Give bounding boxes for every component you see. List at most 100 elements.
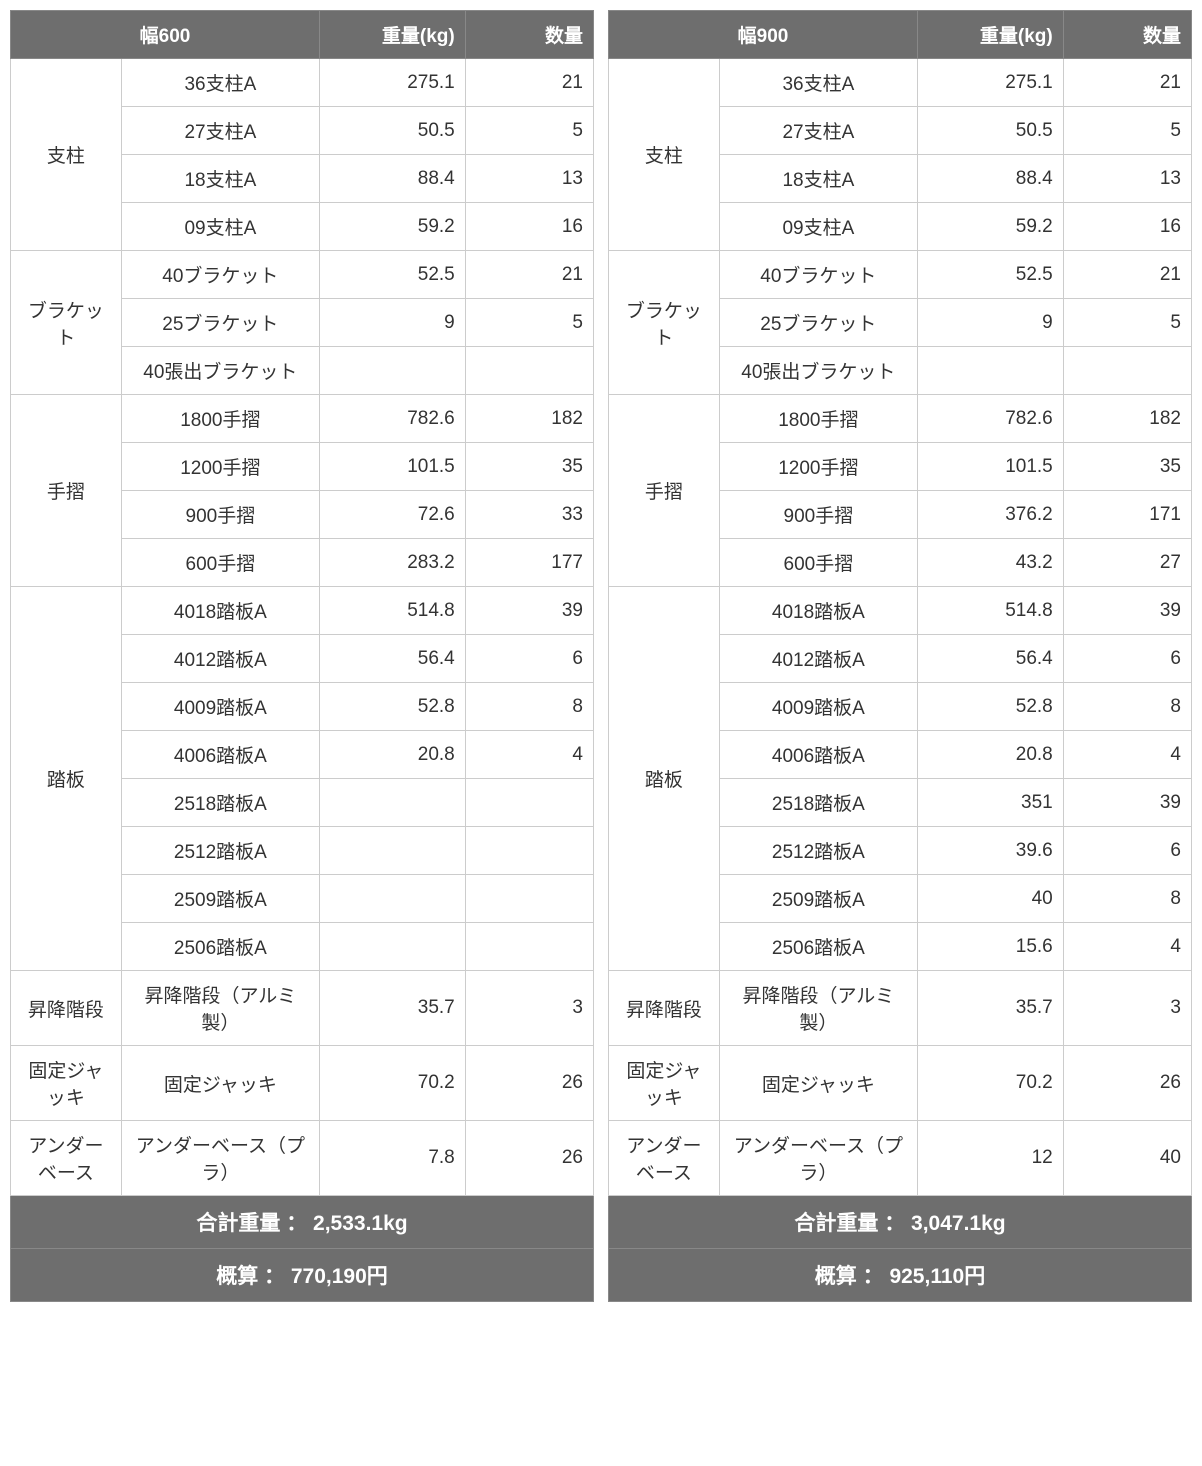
qty-cell: 5 <box>465 299 593 347</box>
item-name-cell: 1200手摺 <box>719 443 917 491</box>
item-name-cell: 2518踏板A <box>121 779 319 827</box>
qty-cell: 39 <box>1063 779 1191 827</box>
weight-cell: 283.2 <box>319 539 465 587</box>
weight-cell: 514.8 <box>319 587 465 635</box>
item-name-cell: 昇降階段（アルミ製） <box>121 971 319 1046</box>
category-cell: 支柱 <box>11 59 122 251</box>
item-name-cell: 25ブラケット <box>121 299 319 347</box>
item-name-cell: アンダーベース（プラ） <box>719 1121 917 1196</box>
item-name-cell: 2512踏板A <box>121 827 319 875</box>
item-name-cell: 2518踏板A <box>719 779 917 827</box>
category-cell: 踏板 <box>609 587 720 971</box>
estimate-value: 925,110円 <box>889 1265 985 1288</box>
qty-cell: 5 <box>1063 107 1191 155</box>
weight-cell: 12 <box>917 1121 1063 1196</box>
item-name-cell: 1800手摺 <box>719 395 917 443</box>
qty-cell: 40 <box>1063 1121 1191 1196</box>
weight-cell <box>917 347 1063 395</box>
qty-cell: 21 <box>1063 59 1191 107</box>
qty-cell: 21 <box>465 59 593 107</box>
item-name-cell: 09支柱A <box>719 203 917 251</box>
qty-cell <box>465 875 593 923</box>
weight-cell: 70.2 <box>917 1046 1063 1121</box>
category-cell: 踏板 <box>11 587 122 971</box>
item-name-cell: 固定ジャッキ <box>121 1046 319 1121</box>
qty-cell: 4 <box>1063 923 1191 971</box>
item-name-cell: 09支柱A <box>121 203 319 251</box>
item-name-cell: 4012踏板A <box>121 635 319 683</box>
weight-cell: 9 <box>319 299 465 347</box>
weight-cell: 35.7 <box>319 971 465 1046</box>
item-name-cell: 40張出ブラケット <box>121 347 319 395</box>
qty-cell: 6 <box>1063 635 1191 683</box>
table-row: ブラケット40ブラケット52.521 <box>11 251 594 299</box>
table-row: 支柱36支柱A275.121 <box>609 59 1192 107</box>
item-name-cell: 27支柱A <box>121 107 319 155</box>
table-row: 踏板4018踏板A514.839 <box>11 587 594 635</box>
col-qty-header: 数量 <box>465 11 593 59</box>
item-name-cell: 40ブラケット <box>719 251 917 299</box>
weight-cell: 39.6 <box>917 827 1063 875</box>
item-name-cell: 昇降階段（アルミ製） <box>719 971 917 1046</box>
qty-cell: 3 <box>1063 971 1191 1046</box>
category-cell: アンダーベース <box>11 1121 122 1196</box>
item-name-cell: 2509踏板A <box>121 875 319 923</box>
estimate-value: 770,190円 <box>291 1265 388 1288</box>
category-cell: 支柱 <box>609 59 720 251</box>
weight-cell: 72.6 <box>319 491 465 539</box>
item-name-cell: 36支柱A <box>719 59 917 107</box>
qty-cell <box>1063 347 1191 395</box>
weight-cell: 376.2 <box>917 491 1063 539</box>
materials-table: 幅600重量(kg)数量支柱36支柱A275.12127支柱A50.5518支柱… <box>10 10 594 1302</box>
qty-cell: 35 <box>1063 443 1191 491</box>
table-row: 昇降階段昇降階段（アルミ製）35.73 <box>11 971 594 1046</box>
category-cell: ブラケット <box>11 251 122 395</box>
materials-table: 幅900重量(kg)数量支柱36支柱A275.12127支柱A50.5518支柱… <box>608 10 1192 1302</box>
weight-cell: 59.2 <box>917 203 1063 251</box>
qty-cell: 8 <box>1063 683 1191 731</box>
item-name-cell: 4009踏板A <box>121 683 319 731</box>
table-row: 昇降階段昇降階段（アルミ製）35.73 <box>609 971 1192 1046</box>
total-weight-label: 合計重量 ： <box>794 1212 911 1235</box>
weight-cell: 514.8 <box>917 587 1063 635</box>
total-weight-row: 合計重量 ： 2,533.1kg <box>11 1196 594 1249</box>
weight-cell: 88.4 <box>319 155 465 203</box>
qty-cell: 182 <box>1063 395 1191 443</box>
item-name-cell: 18支柱A <box>719 155 917 203</box>
qty-cell: 35 <box>465 443 593 491</box>
estimate-row: 概算 ： 770,190円 <box>11 1249 594 1302</box>
item-name-cell: 固定ジャッキ <box>719 1046 917 1121</box>
weight-cell: 52.5 <box>917 251 1063 299</box>
weight-cell: 56.4 <box>319 635 465 683</box>
qty-cell: 182 <box>465 395 593 443</box>
weight-cell <box>319 779 465 827</box>
qty-cell: 39 <box>465 587 593 635</box>
table-row: ブラケット40ブラケット52.521 <box>609 251 1192 299</box>
item-name-cell: 600手摺 <box>121 539 319 587</box>
weight-cell: 782.6 <box>917 395 1063 443</box>
qty-cell: 26 <box>465 1046 593 1121</box>
table-title: 幅900 <box>609 11 918 59</box>
weight-cell: 101.5 <box>319 443 465 491</box>
qty-cell: 6 <box>465 635 593 683</box>
table-row: アンダーベースアンダーベース（プラ）7.826 <box>11 1121 594 1196</box>
weight-cell: 15.6 <box>917 923 1063 971</box>
weight-cell: 275.1 <box>319 59 465 107</box>
item-name-cell: 4012踏板A <box>719 635 917 683</box>
qty-cell: 21 <box>1063 251 1191 299</box>
item-name-cell: 900手摺 <box>719 491 917 539</box>
weight-cell: 52.5 <box>319 251 465 299</box>
item-name-cell: 2506踏板A <box>121 923 319 971</box>
total-weight-label: 合計重量 ： <box>196 1212 313 1235</box>
table-row: 固定ジャッキ固定ジャッキ70.226 <box>609 1046 1192 1121</box>
table-row: アンダーベースアンダーベース（プラ）1240 <box>609 1121 1192 1196</box>
qty-cell: 13 <box>465 155 593 203</box>
weight-cell: 7.8 <box>319 1121 465 1196</box>
weight-cell: 59.2 <box>319 203 465 251</box>
item-name-cell: 25ブラケット <box>719 299 917 347</box>
table-row: 手摺1800手摺782.6182 <box>609 395 1192 443</box>
weight-cell: 50.5 <box>917 107 1063 155</box>
item-name-cell: 40ブラケット <box>121 251 319 299</box>
estimate-row: 概算 ： 925,110円 <box>609 1249 1192 1302</box>
qty-cell: 33 <box>465 491 593 539</box>
